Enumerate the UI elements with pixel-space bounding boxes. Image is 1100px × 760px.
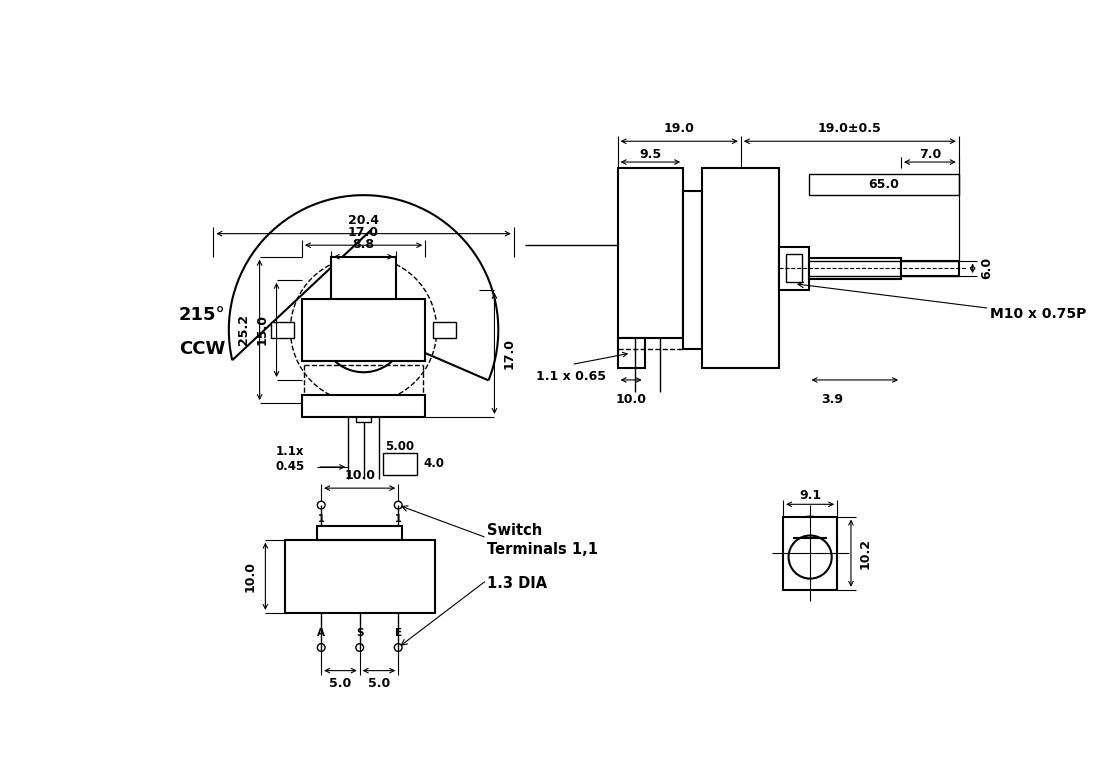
- Text: 3.9: 3.9: [821, 393, 843, 406]
- Text: 65.0: 65.0: [868, 178, 899, 191]
- Text: 5.0: 5.0: [367, 677, 390, 690]
- Text: 7.0: 7.0: [918, 148, 940, 161]
- Bar: [779, 247, 808, 290]
- Text: 19.0: 19.0: [663, 122, 695, 135]
- Text: 1.1x: 1.1x: [276, 445, 305, 458]
- Text: 5.00: 5.00: [386, 441, 415, 454]
- Bar: [618, 337, 645, 369]
- Text: 1: 1: [395, 515, 402, 524]
- Bar: [318, 526, 403, 540]
- Bar: [433, 322, 456, 337]
- Text: Switch: Switch: [486, 523, 542, 537]
- Text: 20.4: 20.4: [348, 214, 380, 227]
- Text: 10.0: 10.0: [243, 561, 256, 592]
- Bar: [683, 192, 703, 349]
- Text: Terminals 1,1: Terminals 1,1: [486, 542, 597, 557]
- Text: 1.3 DIA: 1.3 DIA: [486, 577, 547, 591]
- Text: 5.0: 5.0: [329, 677, 352, 690]
- Text: A: A: [317, 629, 326, 638]
- Text: 17.0: 17.0: [348, 226, 380, 239]
- Text: 9.5: 9.5: [639, 148, 661, 161]
- Text: 1.1 x 0.65: 1.1 x 0.65: [537, 369, 606, 382]
- Text: 17.0: 17.0: [502, 338, 515, 369]
- Text: E: E: [395, 629, 402, 638]
- Bar: [901, 261, 959, 276]
- Text: 0.45: 0.45: [276, 461, 305, 473]
- Bar: [785, 255, 803, 282]
- Text: 10.2: 10.2: [859, 538, 871, 568]
- Bar: [356, 399, 372, 423]
- Bar: [301, 395, 425, 417]
- Text: 15.0: 15.0: [256, 315, 268, 345]
- Text: 25.2: 25.2: [238, 315, 251, 345]
- Text: 4.0: 4.0: [424, 458, 444, 470]
- Text: 215°: 215°: [178, 306, 226, 324]
- Text: 8.8: 8.8: [352, 238, 374, 251]
- Text: 19.0±0.5: 19.0±0.5: [818, 122, 882, 135]
- Text: S: S: [356, 629, 363, 638]
- Bar: [808, 173, 959, 195]
- Text: CCW: CCW: [178, 340, 226, 358]
- Bar: [301, 299, 425, 361]
- Bar: [703, 168, 779, 369]
- Bar: [331, 257, 396, 299]
- Bar: [618, 168, 683, 337]
- Text: 1: 1: [318, 515, 324, 524]
- Bar: [383, 453, 418, 475]
- Bar: [808, 258, 901, 279]
- Text: 9.1: 9.1: [799, 489, 822, 502]
- Bar: [271, 322, 295, 337]
- Bar: [783, 517, 837, 590]
- Text: 6.0: 6.0: [980, 257, 993, 280]
- Text: 10.0: 10.0: [344, 469, 375, 482]
- Text: 10.0: 10.0: [616, 393, 647, 406]
- Bar: [285, 540, 435, 613]
- Text: M10 x 0.75P: M10 x 0.75P: [990, 308, 1086, 321]
